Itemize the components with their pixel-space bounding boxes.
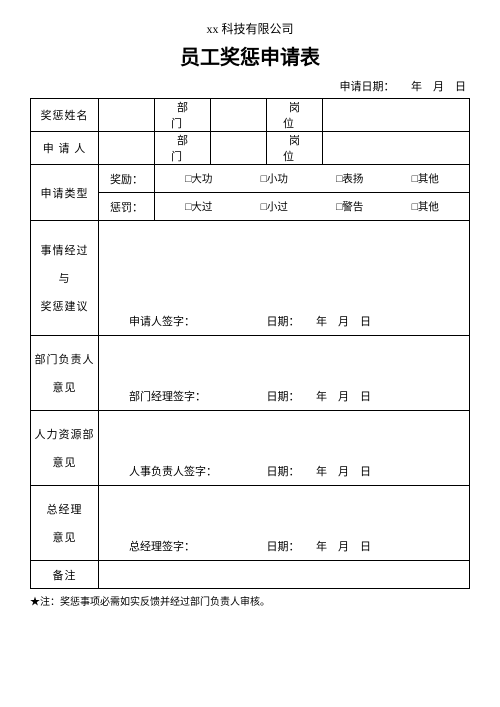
- applicant-sign-label: 申请人签字：: [109, 313, 267, 329]
- name-value[interactable]: [99, 99, 155, 132]
- label-dept-opinion: 部门负责人 意见: [31, 336, 99, 411]
- footnote: ★注：奖惩事项必需如实反馈并经过部门负责人审核。: [30, 593, 470, 608]
- main-table: 奖惩姓名 部门 岗位 申 请 人 部门 岗位 申请类型 奖励： □大功 □小功 …: [30, 98, 470, 589]
- label-reward: 奖励：: [99, 165, 155, 193]
- applicant-sign-date: 日期： 年 月 日: [267, 313, 460, 329]
- label-dept: 部门: [155, 99, 211, 132]
- company-name: xx 科技有限公司: [30, 20, 470, 37]
- label-remark: 备注: [31, 561, 99, 589]
- gm-sign-date: 日期： 年 月 日: [267, 538, 460, 554]
- apply-date-line: 申请日期： 年 月 日: [30, 78, 470, 94]
- reward-options[interactable]: □大功 □小功 □表扬 □其他: [155, 165, 470, 193]
- gm-sign-label: 总经理签字：: [109, 538, 267, 554]
- label-applicant: 申 请 人: [31, 132, 99, 165]
- post-value[interactable]: [323, 99, 470, 132]
- dept-sign-label: 部门经理签字：: [109, 388, 267, 404]
- form-title: 员工奖惩申请表: [30, 41, 470, 70]
- label-type: 申请类型: [31, 165, 99, 221]
- label-name: 奖惩姓名: [31, 99, 99, 132]
- detail-content[interactable]: 申请人签字： 日期： 年 月 日: [99, 221, 470, 336]
- hr-sign-date: 日期： 年 月 日: [267, 463, 460, 479]
- dept-sign-date: 日期： 年 月 日: [267, 388, 460, 404]
- remark-content[interactable]: [99, 561, 470, 589]
- dept2-value[interactable]: [211, 132, 267, 165]
- label-dept2: 部门: [155, 132, 211, 165]
- hr-sign-label: 人事负责人签字：: [109, 463, 267, 479]
- label-detail: 事情经过 与 奖惩建议: [31, 221, 99, 336]
- hr-opinion-content[interactable]: 人事负责人签字： 日期： 年 月 日: [99, 411, 470, 486]
- label-post: 岗位: [267, 99, 323, 132]
- label-hr-opinion: 人力资源部 意见: [31, 411, 99, 486]
- label-punish: 惩罚：: [99, 193, 155, 221]
- label-gm-opinion: 总经理 意见: [31, 486, 99, 561]
- dept-opinion-content[interactable]: 部门经理签字： 日期： 年 月 日: [99, 336, 470, 411]
- punish-options[interactable]: □大过 □小过 □警告 □其他: [155, 193, 470, 221]
- applicant-value[interactable]: [99, 132, 155, 165]
- label-post2: 岗位: [267, 132, 323, 165]
- dept-value[interactable]: [211, 99, 267, 132]
- gm-opinion-content[interactable]: 总经理签字： 日期： 年 月 日: [99, 486, 470, 561]
- post2-value[interactable]: [323, 132, 470, 165]
